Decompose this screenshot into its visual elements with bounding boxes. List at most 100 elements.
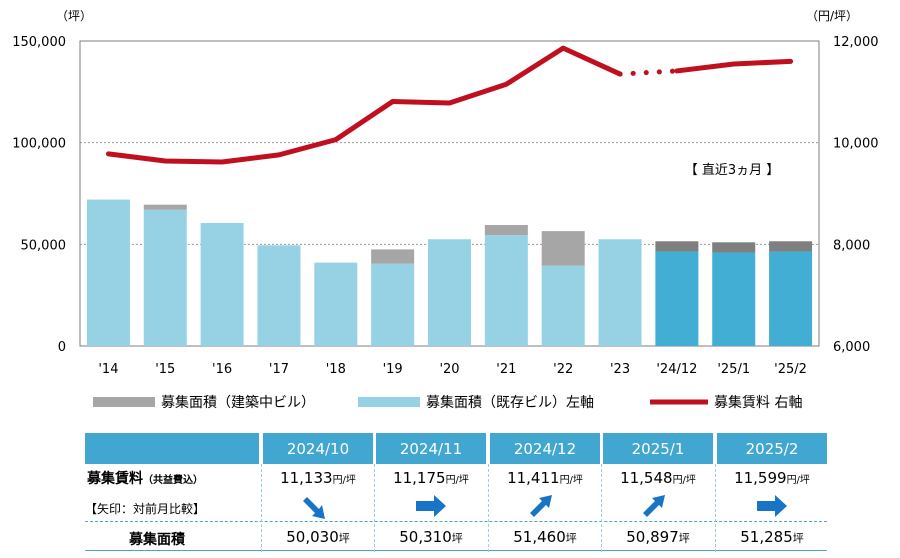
right-tick-label: 10,000: [833, 137, 879, 152]
x-tick-label: '20: [439, 362, 459, 377]
rent-unit: 円/坪: [672, 475, 696, 486]
rent-and-vacancy-chart: 0 50,000 100,000 150,000 6,000 8,000 10,000 12,…: [12, 9, 878, 411]
legend-existing-swatch: [358, 397, 420, 407]
rent-number: 11,599: [734, 469, 787, 487]
rent-unit: 円/坪: [559, 475, 583, 486]
bar-under-construction: [484, 225, 528, 236]
area-unit: 坪: [451, 532, 463, 545]
legend-existing-label: 募集面積（既存ビル）左軸: [426, 394, 594, 411]
bar-existing: [371, 263, 415, 346]
trend-up-icon: [530, 491, 562, 521]
bar-existing: [712, 252, 756, 346]
rent-number: 11,548: [620, 469, 673, 487]
rent-label-note: （共益費込）: [143, 475, 203, 486]
area-value: 51,460坪: [490, 528, 600, 546]
right-tick-label: 8,000: [833, 238, 870, 253]
rent-unit: 円/坪: [786, 475, 810, 486]
left-tick-label: 50,000: [21, 238, 67, 253]
bar-existing: [314, 262, 358, 346]
legend: 募集面積（建築中ビル） 募集面積（既存ビル）左軸 募集賃料 右軸: [93, 394, 802, 411]
x-tick-label: '16: [212, 362, 232, 377]
area-value: 50,310坪: [376, 528, 486, 546]
rent-line-dotted: [617, 68, 680, 77]
area-value: 51,285坪: [717, 528, 827, 546]
right-axis-unit: （円/坪）: [806, 9, 858, 23]
rent-number: 11,133: [280, 469, 333, 487]
bar-existing: [86, 199, 130, 346]
rent-line: [105, 45, 794, 165]
area-number: 51,460: [513, 528, 566, 546]
x-tick-label: '25/1: [717, 362, 750, 377]
month-header: 2025/2: [717, 433, 827, 464]
area-value: 50,897坪: [603, 528, 713, 546]
area-number: 51,285: [740, 528, 793, 546]
arrow-note: 【矢印：対前月比較】: [85, 502, 206, 516]
bar-existing: [428, 239, 471, 346]
axes: 0 50,000 100,000 150,000 6,000 8,000 10,000 12,…: [12, 9, 878, 377]
legend-under-construction-swatch: [93, 397, 155, 407]
x-tick-label: '24/12: [656, 362, 697, 377]
trend-flat-icon: [757, 491, 789, 521]
separator-top: [85, 521, 827, 522]
bar-under-construction: [143, 204, 187, 210]
x-tick-label: '21: [496, 362, 516, 377]
bar-under-construction: [769, 241, 813, 252]
legend-rent-label: 募集賃料 右軸: [714, 394, 802, 411]
x-tick-label: '22: [553, 362, 573, 377]
monthly-summary-table: 2024/10 2024/11 2024/12 2025/1 2025/2 募集賃料（共益…: [85, 433, 827, 553]
bar-under-construction: [712, 242, 756, 253]
left-tick-label: 100,000: [12, 137, 66, 152]
bar-under-construction: [655, 241, 699, 252]
rent-value: 11,599円/坪: [717, 469, 827, 487]
rent-value: 11,175円/坪: [376, 469, 486, 487]
right-tick-label: 12,000: [833, 35, 879, 50]
rent-value: 11,548円/坪: [603, 469, 713, 487]
area-unit: 坪: [565, 532, 577, 545]
column-divider: [488, 464, 489, 552]
left-axis-unit: （坪）: [56, 9, 92, 23]
legend-under-construction-label: 募集面積（建築中ビル）: [161, 394, 315, 411]
x-tick-label: '25/2: [774, 362, 807, 377]
x-tick-label: '18: [326, 362, 346, 377]
bar-existing: [484, 235, 528, 346]
month-header: 2024/10: [263, 433, 373, 464]
x-tick-label: '19: [383, 362, 403, 377]
left-tick-label: 0: [58, 340, 66, 355]
area-number: 50,030: [286, 528, 339, 546]
bar-existing: [257, 245, 301, 346]
month-header: 2025/1: [603, 433, 713, 464]
area-number: 50,897: [626, 528, 679, 546]
bar-under-construction: [541, 231, 585, 266]
x-tick-label: '23: [610, 362, 630, 377]
area-unit: 坪: [338, 532, 350, 545]
column-divider: [261, 464, 262, 552]
month-header: 2024/11: [376, 433, 486, 464]
bar-existing: [200, 222, 244, 346]
rent-value: 11,133円/坪: [263, 469, 373, 487]
rent-unit: 円/坪: [445, 475, 469, 486]
trend-up-icon: [643, 491, 675, 521]
rent-unit: 円/坪: [332, 475, 356, 486]
recent-3-months-annotation: 【 直近3ヵ月 】: [685, 163, 780, 178]
left-tick-label: 150,000: [12, 35, 66, 50]
table-header-blank: [85, 433, 259, 464]
right-tick-label: 6,000: [833, 340, 870, 355]
bar-existing: [541, 265, 585, 346]
column-divider: [374, 464, 375, 552]
x-tick-label: '17: [269, 362, 289, 377]
trend-flat-icon: [416, 491, 448, 521]
separator-bottom: [85, 550, 827, 551]
x-tick-label: '14: [98, 362, 118, 377]
area-number: 50,310: [399, 528, 452, 546]
rent-number: 11,411: [507, 469, 560, 487]
rent-value: 11,411円/坪: [490, 469, 600, 487]
bars: [86, 199, 813, 346]
column-divider: [601, 464, 602, 552]
rent-line-recent: [674, 58, 794, 74]
area-value: 50,030坪: [263, 528, 373, 546]
bar-existing: [769, 251, 813, 346]
bar-under-construction: [371, 249, 415, 264]
rent-number: 11,175: [393, 469, 446, 487]
rent-line-solid: [105, 45, 623, 165]
area-row-label: 募集面積: [129, 532, 185, 548]
